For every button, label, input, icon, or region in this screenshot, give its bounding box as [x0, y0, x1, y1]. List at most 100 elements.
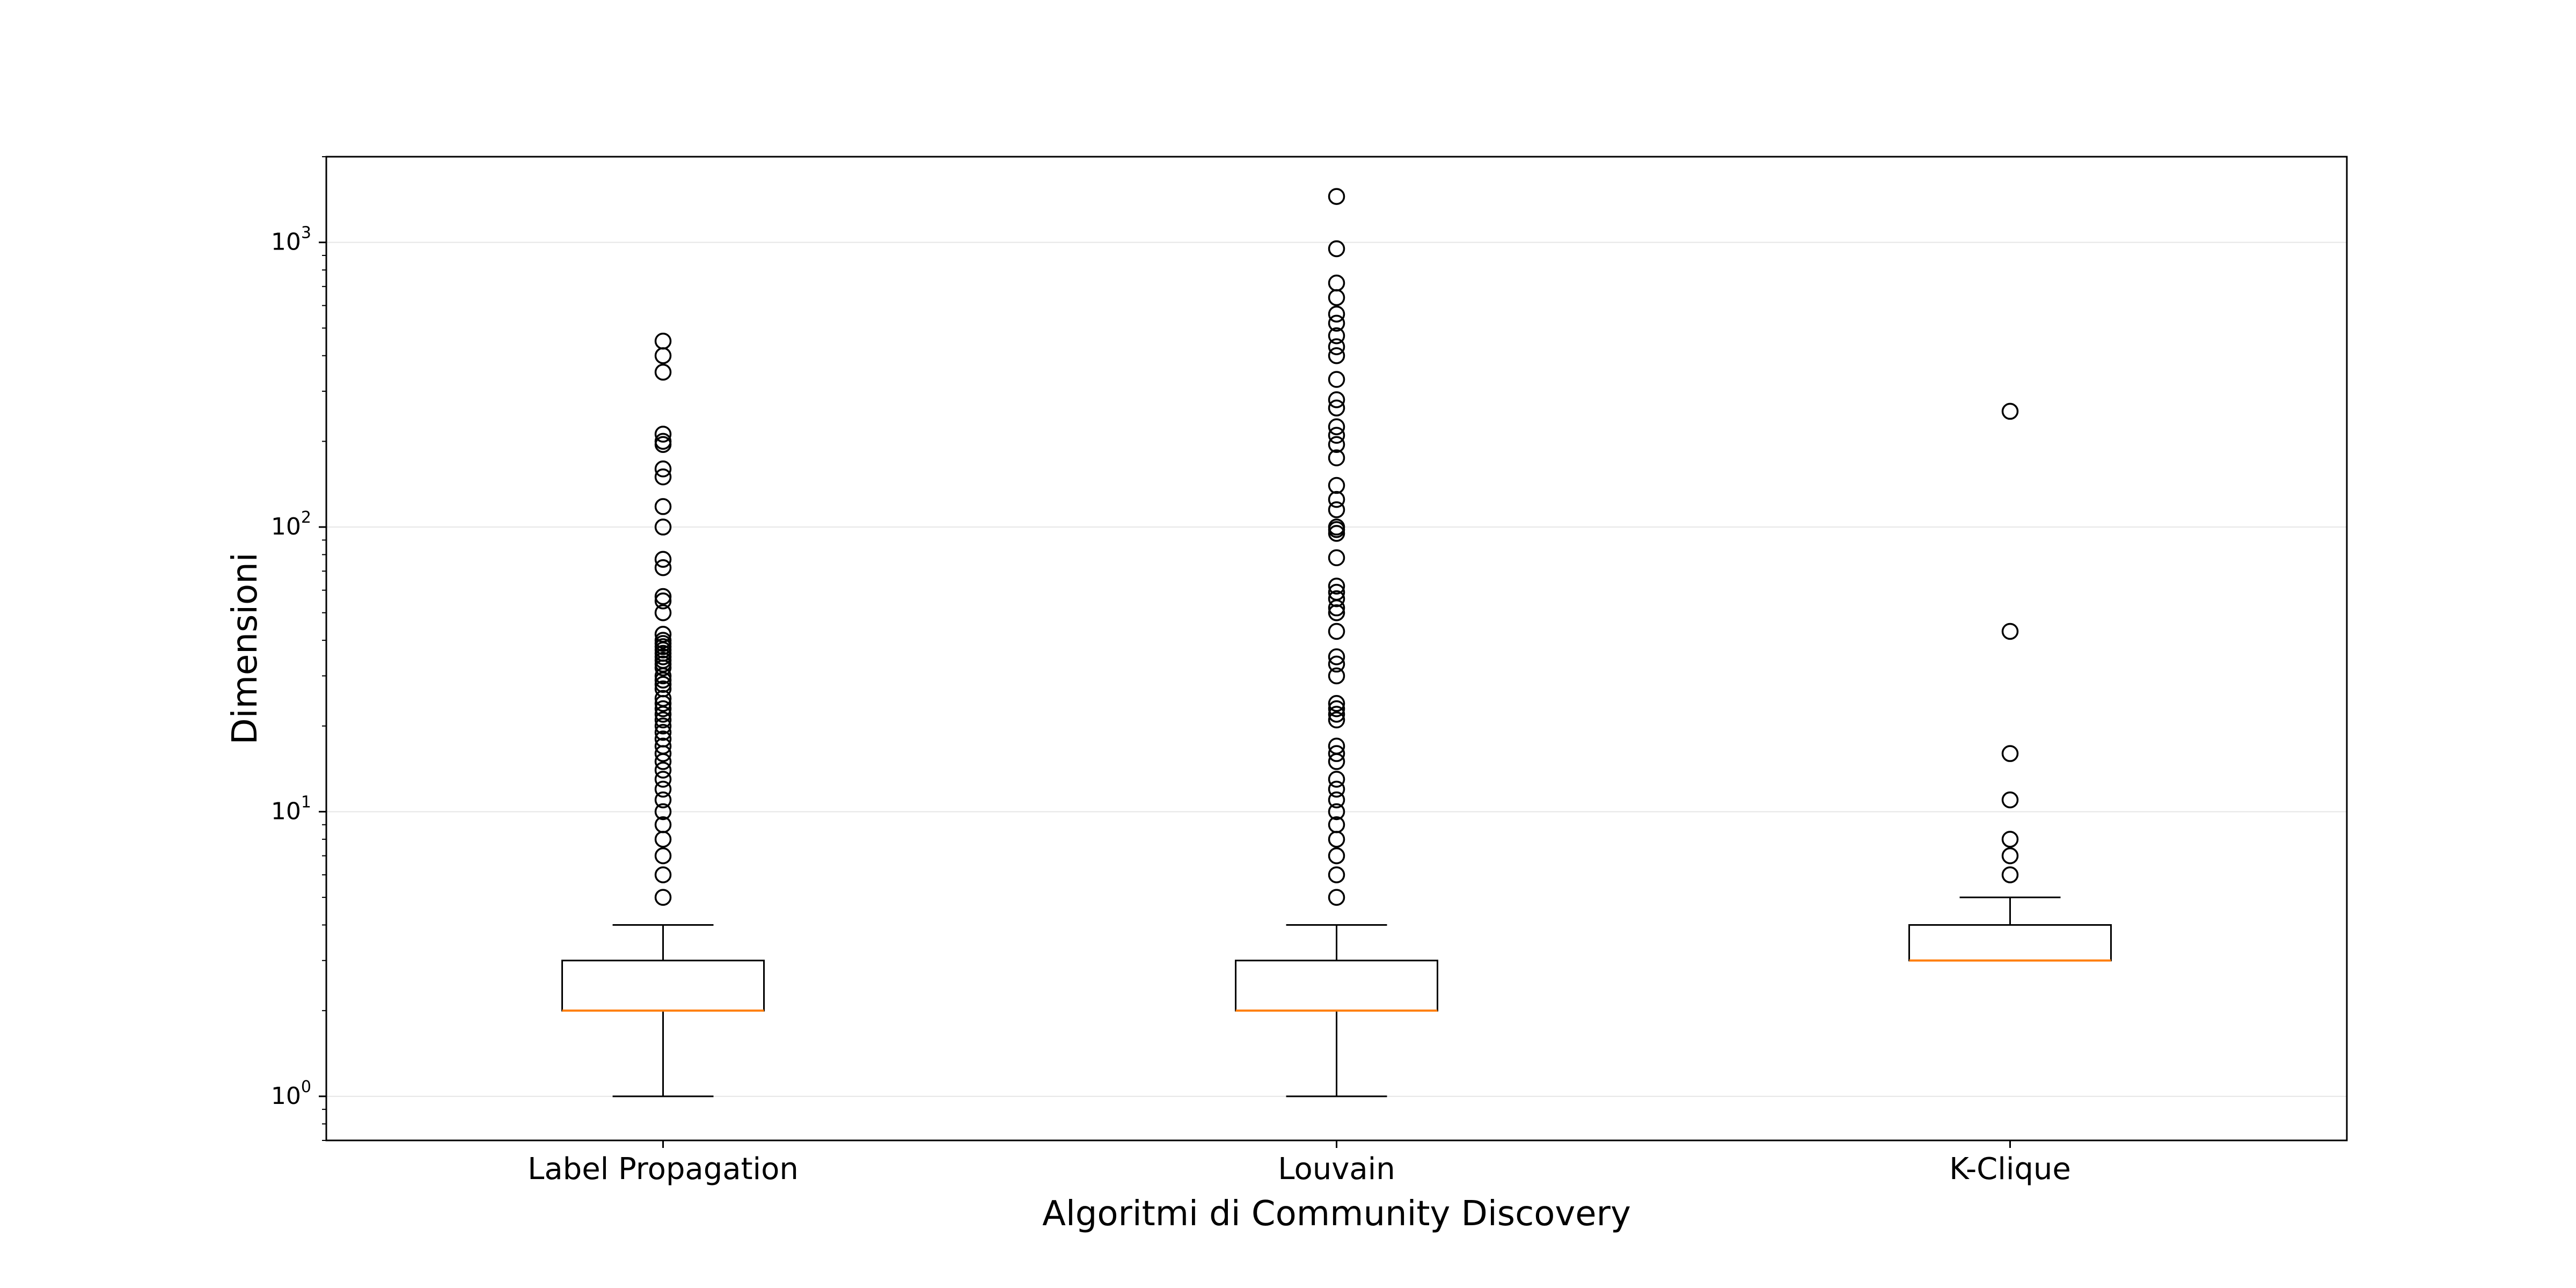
flier-point — [654, 680, 672, 698]
y-tick-label-0: 100 — [271, 1078, 311, 1110]
y-axis-label: Dimensioni — [225, 553, 265, 745]
flier-point — [1328, 274, 1345, 292]
flier-point — [1328, 667, 1345, 685]
flier-point — [654, 730, 672, 748]
flier-point — [1328, 549, 1345, 567]
flier-point — [1328, 518, 1345, 536]
y-tick-label-1: 101 — [271, 793, 311, 825]
flier-point — [654, 762, 672, 779]
box-0 — [561, 924, 765, 1097]
flier-point — [654, 847, 672, 865]
flier-point — [1328, 780, 1345, 798]
flier-point — [654, 816, 672, 833]
flier-point — [1328, 711, 1345, 729]
flier-point — [654, 771, 672, 788]
flier-point — [654, 632, 672, 649]
flier-point — [654, 718, 672, 735]
flier-point — [1328, 391, 1345, 408]
flier-point — [1328, 847, 1345, 865]
flier-point — [654, 551, 672, 568]
flier-point — [1328, 803, 1345, 821]
fliers — [654, 188, 2019, 906]
flier-point — [1328, 577, 1345, 595]
flier-point — [2001, 791, 2019, 809]
flier-point — [654, 711, 672, 729]
boxes — [561, 896, 2112, 1097]
flier-point — [1328, 648, 1345, 665]
flier-point — [654, 433, 672, 450]
x-tick-label-2: K-Clique — [1949, 1152, 2071, 1187]
flier-point — [654, 803, 672, 821]
flier-point — [654, 780, 672, 798]
flier-point — [1328, 436, 1345, 453]
flier-point — [1328, 327, 1345, 345]
flier-point — [654, 626, 672, 643]
flier-point — [654, 518, 672, 536]
flier-point — [1328, 491, 1345, 508]
flier-point — [654, 791, 672, 809]
flier-point — [1328, 745, 1345, 762]
flier-point — [1328, 371, 1345, 388]
flier-point — [654, 671, 672, 689]
flier-point — [1328, 623, 1345, 640]
flier-point — [1328, 604, 1345, 621]
flier-point — [654, 690, 672, 707]
flier-point — [1328, 695, 1345, 712]
flier-point — [654, 363, 672, 381]
flier-point — [1328, 418, 1345, 436]
flier-point — [1328, 305, 1345, 323]
flier-point — [1328, 889, 1345, 906]
flier-point — [654, 700, 672, 718]
flier-point — [654, 866, 672, 883]
flier-point — [654, 460, 672, 478]
flier-point — [2001, 623, 2019, 640]
flier-point — [1328, 427, 1345, 444]
flier-point — [1328, 791, 1345, 809]
flier-point — [654, 468, 672, 486]
flier-point — [654, 737, 672, 755]
y-tick-label-2: 102 — [271, 508, 311, 540]
flier-point — [654, 676, 672, 693]
flier-point — [654, 332, 672, 350]
x-tick-label-0: Label Propagation — [528, 1152, 799, 1187]
flier-point — [654, 426, 672, 443]
flier-point — [1328, 501, 1345, 518]
flier-point — [1328, 866, 1345, 883]
flier-point — [2001, 847, 2019, 865]
flier-point — [1328, 449, 1345, 466]
flier-point — [1328, 771, 1345, 788]
flier-point — [1328, 347, 1345, 364]
flier-point — [1328, 700, 1345, 718]
flier-point — [654, 723, 672, 741]
box-1 — [1235, 924, 1438, 1097]
flier-point — [1328, 590, 1345, 608]
flier-point — [1328, 338, 1345, 355]
flier-point — [654, 559, 672, 576]
flier-point — [654, 588, 672, 605]
flier-point — [654, 498, 672, 515]
x-axis-label: Algoritmi di Community Discovery — [1042, 1194, 1631, 1234]
y-tick-label-3: 103 — [271, 224, 311, 256]
flier-point — [1328, 399, 1345, 416]
box-2 — [1908, 896, 2112, 962]
flier-point — [2001, 402, 2019, 420]
flier-point — [2001, 831, 2019, 848]
flier-point — [1328, 188, 1345, 205]
flier-point — [654, 604, 672, 621]
x-tick-label-1: Louvain — [1278, 1152, 1395, 1187]
flier-point — [2001, 745, 2019, 762]
y-axis-ticks: 100 101 102 103 — [271, 156, 326, 1141]
flier-point — [1328, 314, 1345, 332]
flier-point — [1328, 583, 1345, 601]
flier-point — [1328, 477, 1345, 494]
flier-point — [1328, 816, 1345, 833]
flier-point — [654, 592, 672, 610]
flier-point — [1328, 737, 1345, 755]
flier-point — [1328, 240, 1345, 258]
flier-point — [654, 889, 672, 906]
flier-point — [1328, 655, 1345, 673]
flier-point — [2001, 866, 2019, 883]
flier-point — [1328, 706, 1345, 723]
